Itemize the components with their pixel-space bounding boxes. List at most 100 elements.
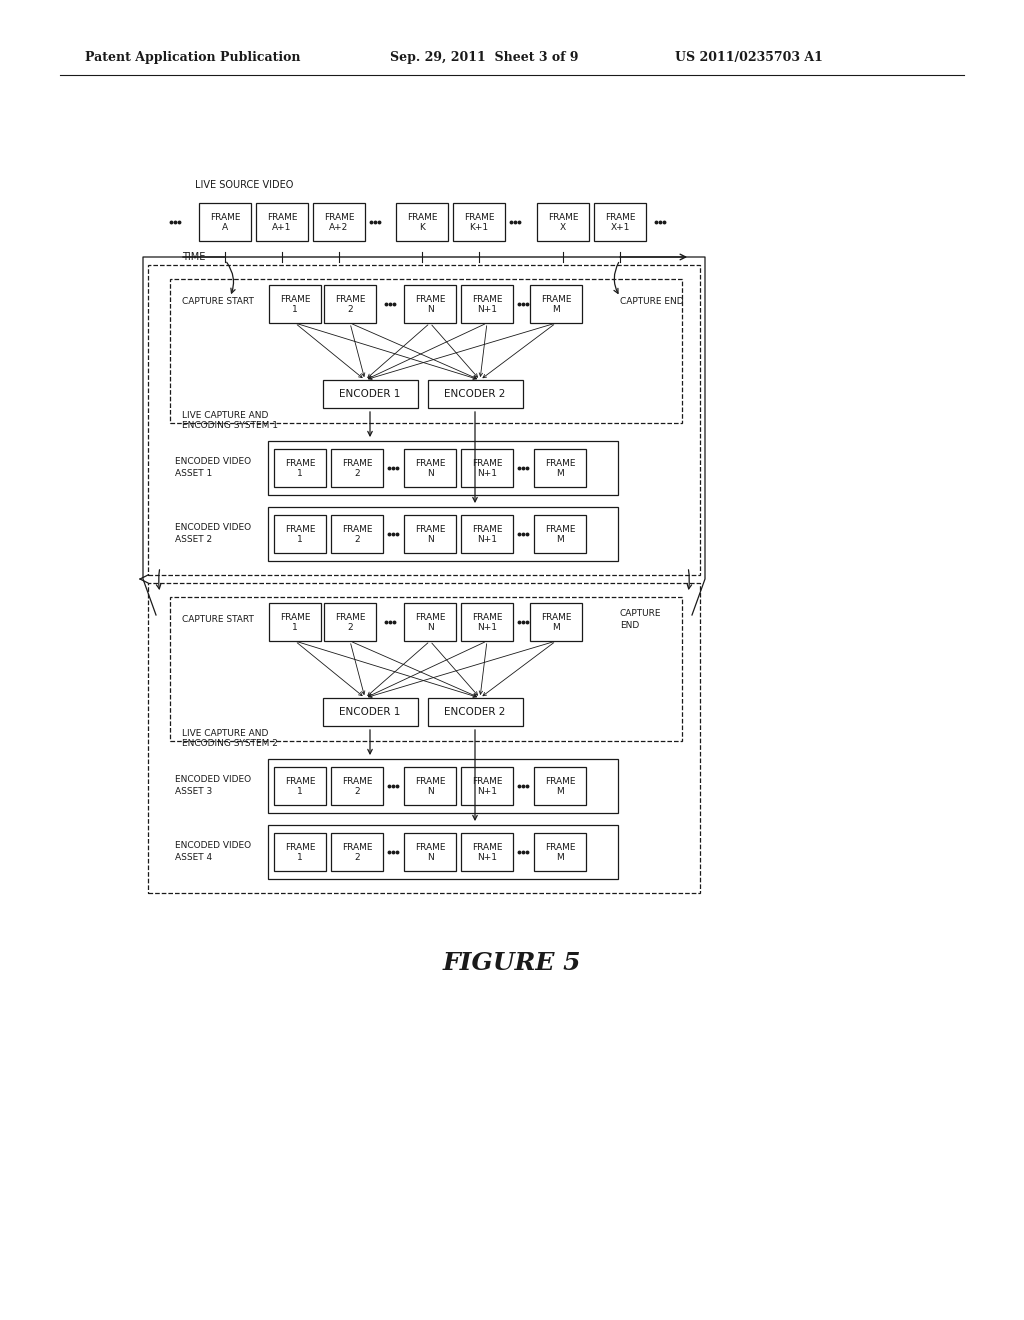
Bar (331, 515, 383, 553)
Bar (331, 833, 383, 871)
Text: FRAME: FRAME (342, 458, 373, 467)
Bar (274, 515, 326, 553)
Text: 2: 2 (354, 787, 359, 796)
Bar (461, 515, 513, 553)
Text: FRAME: FRAME (541, 294, 571, 304)
Text: FRAME: FRAME (335, 612, 366, 622)
Bar (274, 449, 326, 487)
Text: FRAME: FRAME (285, 842, 315, 851)
Bar (461, 449, 513, 487)
Text: FIGURE 5: FIGURE 5 (442, 950, 582, 975)
Text: FRAME: FRAME (548, 213, 579, 222)
Text: LIVE SOURCE VIDEO: LIVE SOURCE VIDEO (195, 180, 293, 190)
Text: ENCODER 2: ENCODER 2 (444, 708, 506, 717)
Text: M: M (556, 853, 564, 862)
Bar (404, 449, 456, 487)
Text: N: N (427, 305, 433, 314)
Text: US 2011/0235703 A1: US 2011/0235703 A1 (675, 51, 823, 65)
Text: ENCODED VIDEO: ENCODED VIDEO (175, 776, 251, 784)
Text: FRAME: FRAME (280, 294, 310, 304)
Bar (324, 603, 376, 642)
Text: A: A (222, 223, 228, 232)
Text: 2: 2 (347, 623, 353, 632)
Text: FRAME: FRAME (472, 776, 502, 785)
Text: FRAME: FRAME (545, 776, 575, 785)
Text: FRAME: FRAME (541, 612, 571, 622)
Bar (331, 449, 383, 487)
Bar (427, 698, 522, 726)
Text: N: N (427, 469, 433, 478)
Text: M: M (552, 623, 560, 632)
Bar (269, 603, 321, 642)
Bar (268, 825, 618, 879)
Text: LIVE CAPTURE AND: LIVE CAPTURE AND (182, 730, 268, 738)
Bar (274, 767, 326, 805)
Bar (148, 265, 700, 576)
Bar (199, 203, 251, 242)
Text: K: K (419, 223, 425, 232)
Text: FRAME: FRAME (342, 842, 373, 851)
Text: ASSET 2: ASSET 2 (175, 536, 212, 544)
Bar (530, 603, 582, 642)
Text: FRAME: FRAME (545, 524, 575, 533)
Bar (534, 767, 586, 805)
Text: FRAME: FRAME (472, 842, 502, 851)
Bar (594, 203, 646, 242)
Text: M: M (552, 305, 560, 314)
Text: FRAME: FRAME (472, 524, 502, 533)
Text: 2: 2 (347, 305, 353, 314)
Text: 2: 2 (354, 469, 359, 478)
Text: 1: 1 (297, 469, 303, 478)
Text: FRAME: FRAME (324, 213, 354, 222)
Text: FRAME: FRAME (415, 458, 445, 467)
Text: FRAME: FRAME (415, 842, 445, 851)
Text: 1: 1 (297, 787, 303, 796)
Bar (268, 507, 618, 561)
Text: 2: 2 (354, 535, 359, 544)
Text: N+1: N+1 (477, 535, 497, 544)
Text: X+1: X+1 (610, 223, 630, 232)
Bar (537, 203, 589, 242)
Text: ENCODED VIDEO: ENCODED VIDEO (175, 458, 251, 466)
Bar (323, 380, 418, 408)
Text: N+1: N+1 (477, 305, 497, 314)
Text: FRAME: FRAME (415, 612, 445, 622)
Bar (268, 759, 618, 813)
Bar (170, 597, 682, 741)
Text: 1: 1 (297, 853, 303, 862)
Text: N+1: N+1 (477, 853, 497, 862)
Text: FRAME: FRAME (342, 776, 373, 785)
Bar (427, 380, 522, 408)
Text: N+1: N+1 (477, 623, 497, 632)
Text: ASSET 4: ASSET 4 (175, 854, 212, 862)
Text: N+1: N+1 (477, 469, 497, 478)
Text: CAPTURE END: CAPTURE END (620, 297, 684, 306)
Bar (461, 833, 513, 871)
Text: TIME: TIME (182, 252, 206, 261)
Text: FRAME: FRAME (285, 776, 315, 785)
Text: FRAME: FRAME (464, 213, 495, 222)
Text: X: X (560, 223, 566, 232)
Bar (534, 833, 586, 871)
Bar (148, 583, 700, 894)
Bar (453, 203, 505, 242)
Text: FRAME: FRAME (472, 458, 502, 467)
Text: N: N (427, 535, 433, 544)
Text: ENCODER 1: ENCODER 1 (339, 389, 400, 399)
Text: FRAME: FRAME (285, 524, 315, 533)
Text: 1: 1 (292, 623, 298, 632)
Text: N+1: N+1 (477, 787, 497, 796)
Text: FRAME: FRAME (415, 524, 445, 533)
Bar (404, 767, 456, 805)
Bar (534, 449, 586, 487)
Bar (461, 767, 513, 805)
Text: Patent Application Publication: Patent Application Publication (85, 51, 300, 65)
Text: FRAME: FRAME (472, 294, 502, 304)
Text: A+1: A+1 (272, 223, 292, 232)
Bar (323, 698, 418, 726)
Bar (396, 203, 449, 242)
Text: END: END (620, 622, 639, 631)
Text: M: M (556, 469, 564, 478)
Bar (534, 515, 586, 553)
Text: ENCODING SYSTEM 2: ENCODING SYSTEM 2 (182, 739, 278, 748)
